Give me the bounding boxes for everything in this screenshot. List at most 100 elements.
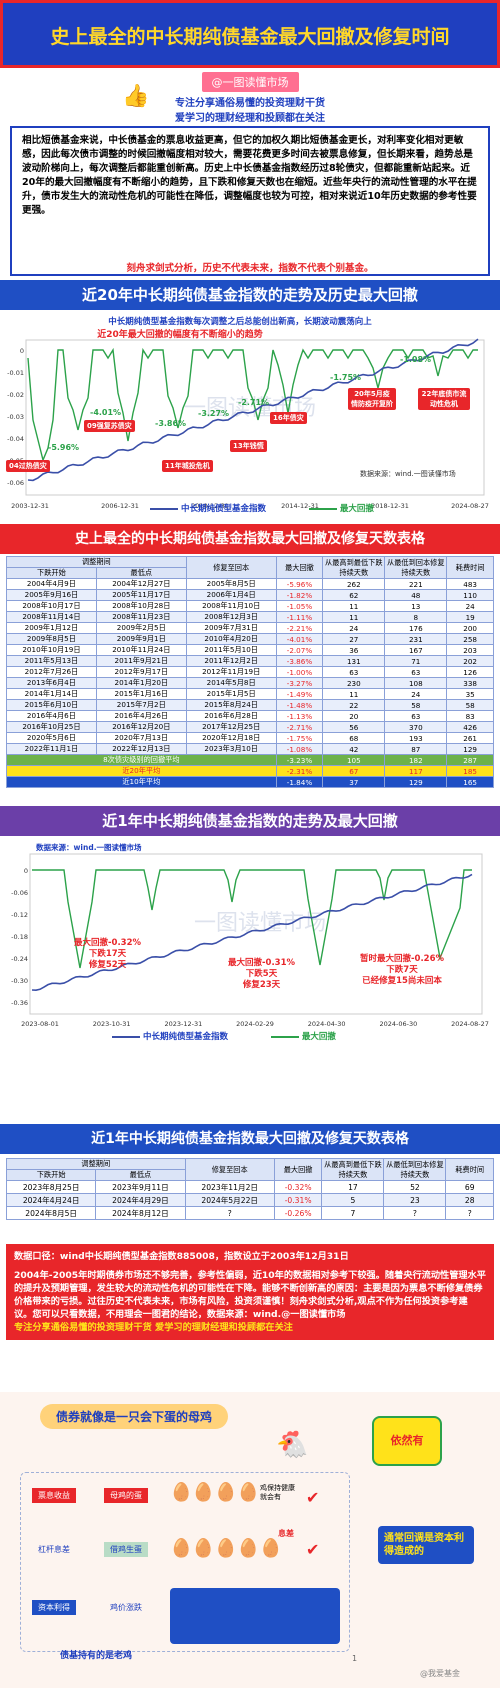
- hen-icon: 🐔: [276, 1430, 309, 1460]
- table-row: 2008年10月17日 2008年10月28日 2008年11月10日 -1.05% 1…: [6, 600, 494, 612]
- footer-line2: 2004年-2005年时期债券市场还不够完善，参考性偏弱，近10年的数据相对参考…: [14, 1270, 486, 1320]
- t2-th-recover: 修复至回本: [184, 1158, 275, 1181]
- th-down-days: 从最高到最低下跌持续天数: [322, 556, 386, 579]
- chart1: 中长期纯债型基金指数每次调整之后总能创出新高，长期波动震荡向上 近20年最大回撤…: [0, 310, 500, 520]
- th-total: 耗费时间: [446, 556, 494, 579]
- price-notes-panel: [170, 1588, 340, 1644]
- chart1-ytick: -0.01: [7, 369, 24, 377]
- chart1-dd-label: -5.96%: [48, 443, 79, 452]
- eggs-row-1: 🥚🥚🥚🥚: [170, 1482, 260, 1503]
- legend2-index-label: 中长期纯债型基金指数: [142, 1032, 228, 1042]
- eggs-row-2: 🥚🥚🥚🥚🥚: [170, 1538, 283, 1559]
- th-recover: 修复至回本: [185, 556, 277, 579]
- table-row: 2014年1月14日 2015年1月16日 2015年1月5日 -1.49% 11 24 3…: [6, 688, 494, 700]
- chart1-ytick: -0.04: [7, 435, 24, 443]
- chart1-ytick: 0: [20, 347, 24, 355]
- event-badge-2004: 04过热债灾: [6, 460, 50, 472]
- chart1-dd-label: -2.71%: [238, 398, 269, 407]
- th-start: 下跌开始: [6, 567, 97, 579]
- note-spread: 息差: [278, 1529, 294, 1538]
- chart1-annotations: -5.96% -4.01% -3.86% -3.27% -2.71% -1.75% -1.0…: [48, 355, 431, 452]
- chart1-xtick: 2006-12-31: [101, 502, 139, 510]
- table-row: 2009年1月12日 2009年2月5日 2009年7月31日 -2.21% 24 176…: [6, 622, 494, 634]
- t2-th-up: 从最低到回本修复持续天数: [383, 1158, 447, 1181]
- t2-th-start: 下跌开始: [5, 1169, 97, 1181]
- chart1-subtitle2: 近20年最大回撤的幅度有不断缩小的趋势: [97, 328, 263, 340]
- box-capital-gain: 资本利得: [32, 1600, 76, 1615]
- box-hen-price: 鸡价涨跌: [110, 1603, 142, 1612]
- t2-th-total: 耗费时间: [445, 1158, 494, 1181]
- chart2-xtick: 2024-02-29: [236, 1020, 274, 1028]
- history-table-wrap: 调整期间 修复至回本 最大回撤 从最高到最低下跌持续天数 从最低到回本修复持续天…: [0, 556, 500, 788]
- chart2-ytick: -0.24: [11, 955, 28, 963]
- chart2-xtick: 2024-08-27: [451, 1020, 489, 1028]
- event-badge-2013: 13年钱慌: [230, 440, 267, 452]
- chart1-xtick: 2014-12-31: [281, 502, 319, 510]
- table-row: 2020年5月6日 2020年7月13日 2020年12月18日 -1.75% 68 19…: [6, 732, 494, 744]
- chart2-ytick: -0.36: [11, 999, 28, 1007]
- check-icon-2: ✔: [306, 1540, 320, 1559]
- table-row: 2008年11月14日 2008年11月23日 2008年12月3日 -1.11% 11…: [6, 611, 494, 623]
- box-coupon: 票息收益: [32, 1488, 76, 1503]
- chart2-drawdown-series: [32, 869, 472, 969]
- chart2-annotation-3: 暂时最大回撤-0.26% 下跌7天 已经修复15尚未回本: [360, 954, 445, 986]
- thumbs-up-icon: 👍: [122, 84, 150, 109]
- chart1-dd-label: -1.75%: [330, 373, 361, 382]
- table-row: 2023年8月25日 2023年9月11日 2023年11月2日 -0.32% 17 52…: [5, 1180, 494, 1194]
- th-maxdd: 最大回撤: [275, 556, 324, 579]
- table-row: 2016年10月25日 2016年12月20日 2017年12月25日 -2.71% 5…: [6, 721, 494, 733]
- table-row: 2010年10月19日 2010年11月24日 2011年5月10日 -2.07% 36…: [6, 644, 494, 656]
- disclaimer: 刻舟求剑式分析，历史不代表未来，指数不代表个别基金。: [126, 263, 374, 274]
- chart1-xtick: 2018-12-31: [371, 502, 409, 510]
- old-hen-caption: 债基持有的是老鸡: [60, 1651, 133, 1661]
- chart2-ytick: -0.30: [11, 977, 28, 985]
- recent-table: 调整期间 修复至回本 最大回撤 从最高到最低下跌持续天数 从最低到回本修复持续天…: [5, 1158, 494, 1220]
- th-low: 最低点: [95, 567, 187, 579]
- table-row: 2024年8月5日 2024年8月12日? -0.26% 7??: [5, 1206, 494, 1220]
- chart2-watermark: 一图读懂市场: [194, 911, 326, 936]
- t2-th-low: 最低点: [95, 1169, 186, 1181]
- brand-name: @一图读懂市场: [201, 72, 299, 92]
- legend-index-swatch: [150, 507, 178, 510]
- brand-line2: 爱学习的理财经理和投顾都在关注: [175, 113, 325, 124]
- box-borrow: 借鸡生蛋: [104, 1542, 148, 1557]
- chart2-source: 数据来源：wind.一图读懂市场: [36, 842, 142, 852]
- chart1-dd-label: -3.27%: [198, 409, 229, 418]
- chart1-ytick: -0.02: [7, 391, 24, 399]
- chart2-ytick: -0.18: [11, 933, 28, 941]
- chart1-ytick: -0.03: [7, 413, 24, 421]
- section4-title: 近1年中长期纯债基金指数最大回撤及修复天数表格: [0, 1124, 500, 1154]
- footer-block: 数据口径：wind中长期纯债型基金指数885008，指数设立于2003年12月3…: [0, 1244, 500, 1340]
- chart1-plot: [25, 339, 485, 496]
- event-badge-2022: 22年底债市流动性危机: [418, 388, 470, 410]
- chart2-index-series: [31, 873, 473, 992]
- table-row: 2005年9月16日 2005年11月17日 2006年1月4日 -1.82% 62 48…: [6, 589, 494, 601]
- chart1-legend: 中长期纯债型基金指数 最大回撤: [150, 502, 374, 514]
- chart1-source: 数据来源：wind.一图读懂市场: [360, 469, 456, 478]
- chart1-xtick: 2010-12-31: [191, 502, 229, 510]
- box-leverage: 杠杆息差: [38, 1545, 70, 1554]
- chart2-annotation-1: 最大回撤-0.32% 下跌17天 修复52天: [74, 938, 142, 970]
- th-up-days: 从最低到回本修复持续天数: [384, 556, 448, 579]
- event-badge-2011: 11年城投危机: [162, 460, 213, 472]
- hen-title: 债券就像是一只会下蛋的母鸡: [40, 1404, 229, 1429]
- table-row: 2015年6月10日 2015年7月2日 2015年8月24日 -1.48% 22 58 5…: [6, 699, 494, 711]
- table-row: 2011年5月13日 2011年9月21日 2011年12月2日 -3.86% 131 7…: [6, 655, 494, 667]
- table-row: 2013年6月4日 2014年1月20日 2014年5月8日 -3.27% 230 108…: [6, 677, 494, 689]
- table-row: 2016年4月6日 2016年4月26日 2016年6月28日 -1.13% 20 63 8…: [6, 710, 494, 722]
- footer-line3: 专注分享通俗易懂的投资理财干货 爱学习的理财经理和投顾都在关注: [14, 1322, 293, 1333]
- chart2-legend: 中长期纯债型基金指数 最大回撤: [112, 1030, 336, 1042]
- t2-th-period: 调整期间: [6, 1158, 186, 1170]
- legend-index-label: 中长期纯债型基金指数: [180, 504, 266, 514]
- chart1-subtitle1: 中长期纯债型基金指数每次调整之后总能创出新高，长期波动震荡向上: [108, 316, 372, 327]
- event-badge-2020: 20年5月疫情防疫开复阶: [348, 388, 396, 410]
- chart2-xtick: 2023-12-31: [164, 1020, 202, 1028]
- footer: 数据口径：wind中长期纯债型基金指数885008，指数设立于2003年12月3…: [6, 1244, 494, 1340]
- chart2-ytick: -0.12: [11, 911, 28, 919]
- table-summary-row: 近10年平均 -1.84% 37 129 165: [6, 776, 494, 788]
- check-icon-1: ✔: [306, 1488, 320, 1507]
- chart2-ytick: 0: [24, 867, 28, 875]
- t2-th-down: 从最高到最低下跌持续天数: [321, 1158, 385, 1181]
- chart1-dd-label: -4.01%: [90, 408, 121, 417]
- history-table: 调整期间 修复至回本 最大回撤 从最高到最低下跌持续天数 从最低到回本修复持续天…: [6, 556, 494, 788]
